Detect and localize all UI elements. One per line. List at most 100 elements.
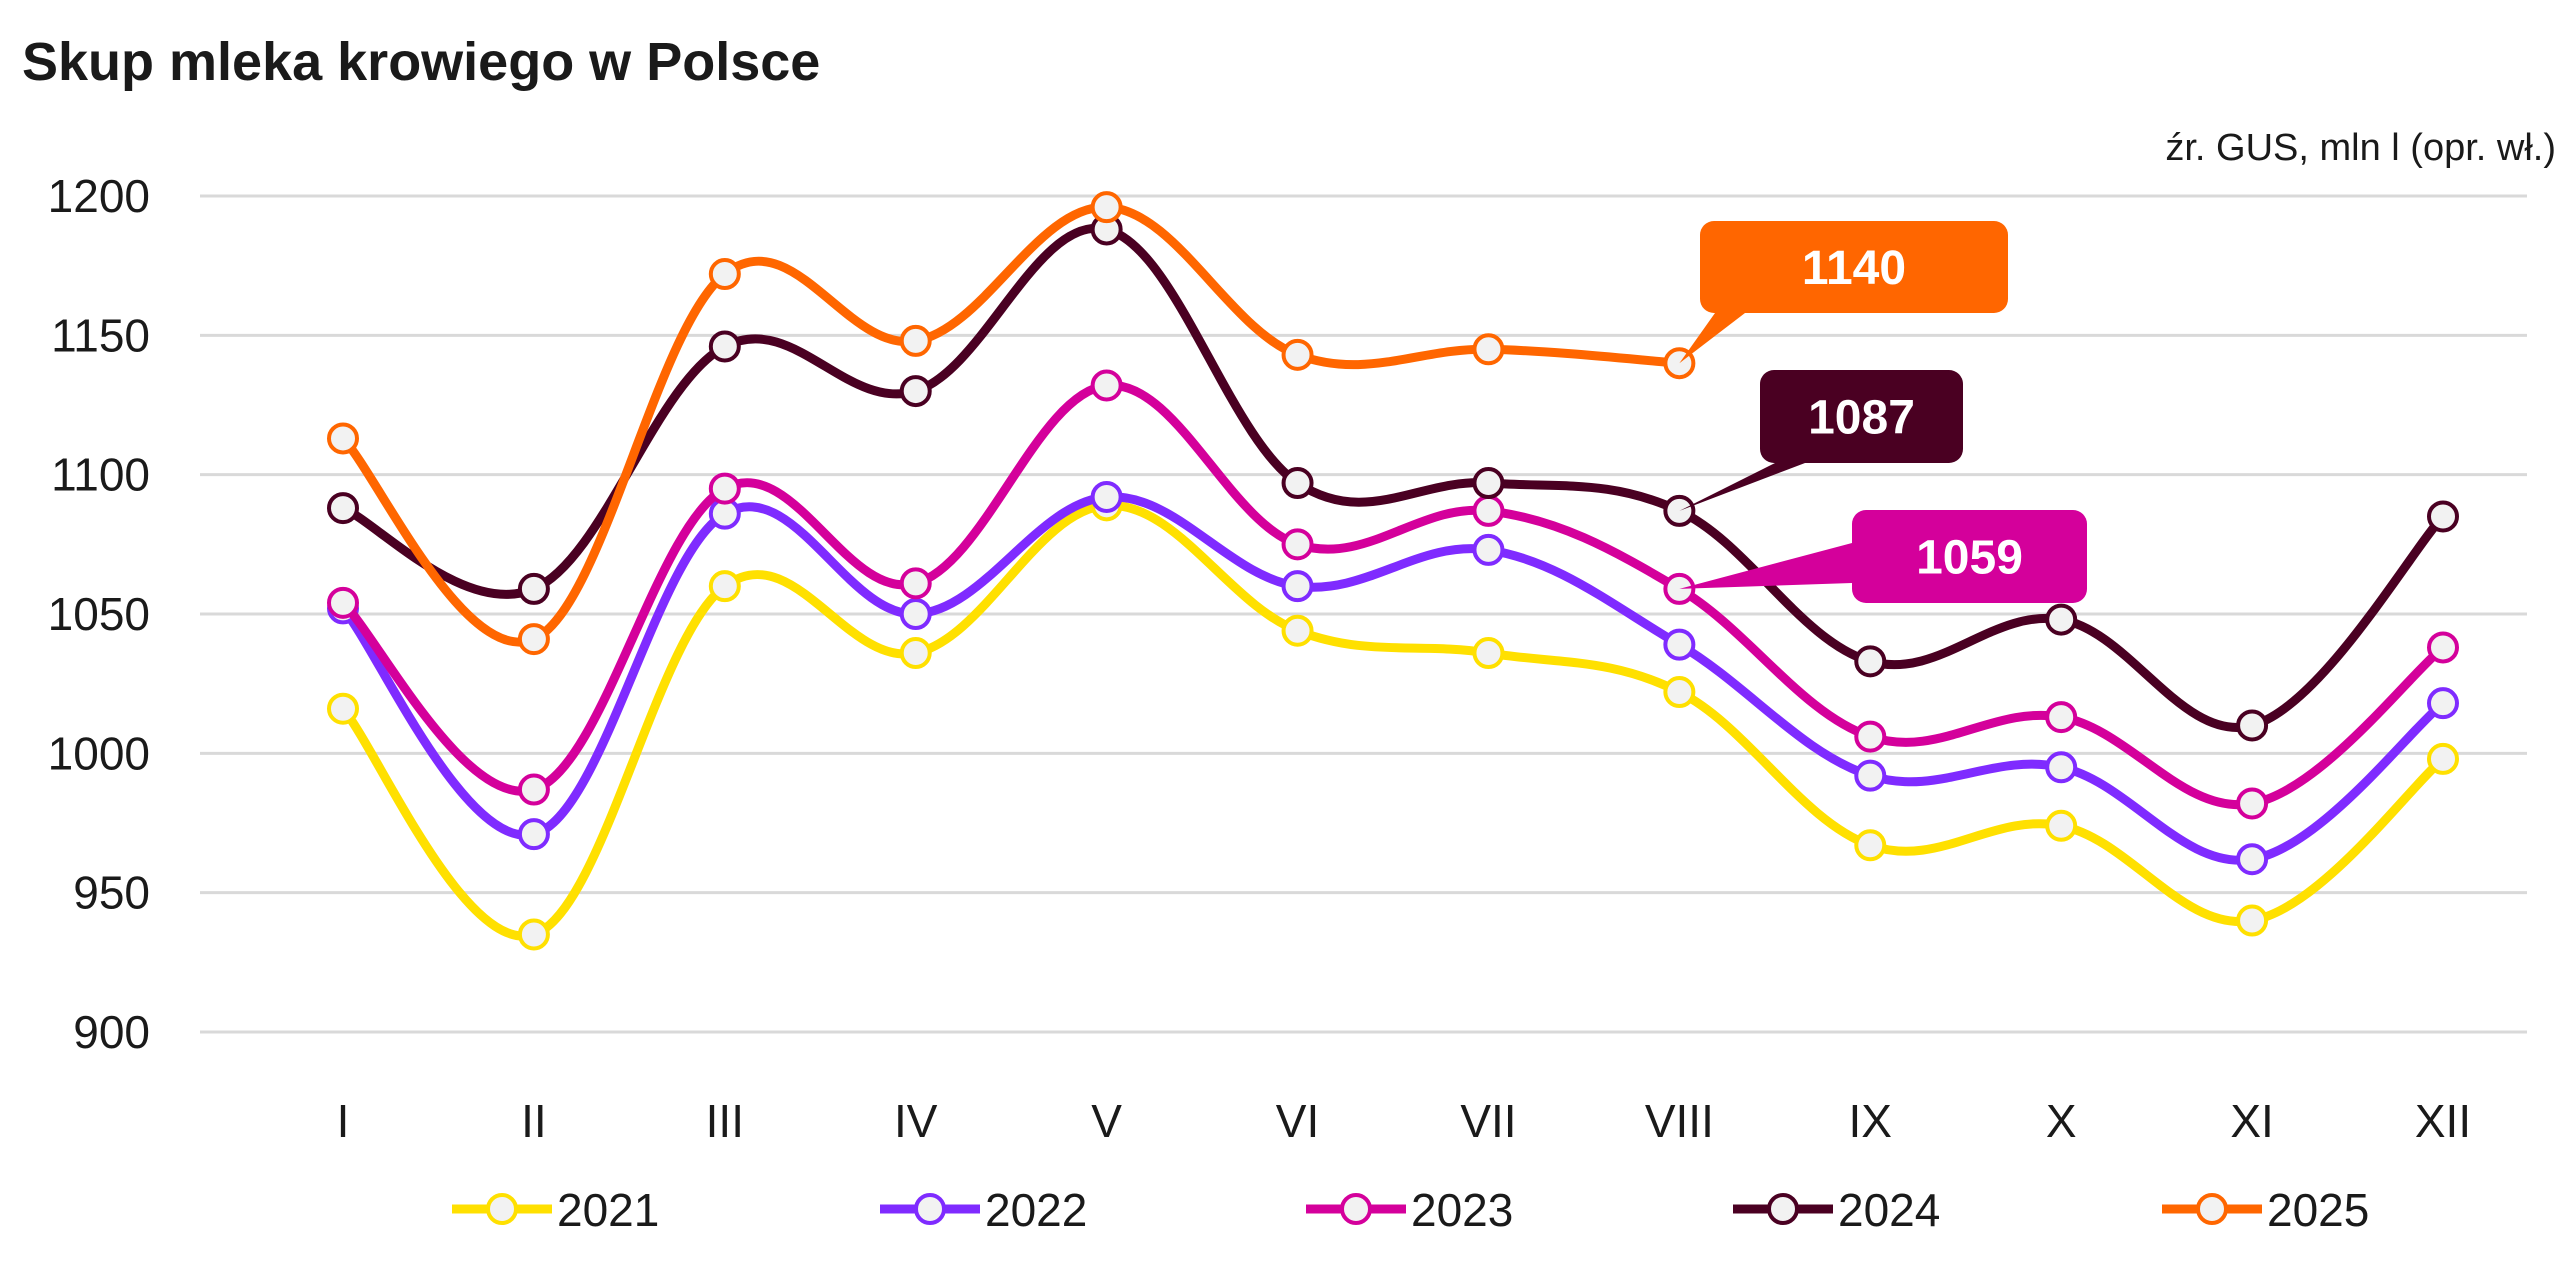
- y-tick-label: 900: [73, 1006, 150, 1058]
- data-point: [2045, 603, 2078, 636]
- chart-title: Skup mleka krowiego w Polsce: [22, 32, 820, 92]
- y-tick-label: 1150: [51, 309, 150, 361]
- data-point: [517, 572, 550, 605]
- y-tick-label: 950: [73, 867, 150, 919]
- callout-box: [1852, 510, 2087, 603]
- x-tick-label: VI: [1276, 1095, 1319, 1147]
- legend-item-2021: 2021: [452, 1184, 659, 1236]
- data-point: [1472, 333, 1505, 366]
- data-point: [1472, 467, 1505, 500]
- x-tick-label: X: [2046, 1095, 2077, 1147]
- x-tick-label: IV: [894, 1095, 938, 1147]
- legend-label: 2021: [557, 1184, 659, 1236]
- data-point: [327, 692, 359, 725]
- data-point: [2236, 843, 2269, 876]
- legend-item-2024: 2024: [1733, 1184, 1940, 1236]
- data-point: [2427, 631, 2459, 664]
- series-2022: [327, 480, 2459, 876]
- legend-marker: [486, 1193, 518, 1225]
- data-point: [899, 375, 932, 408]
- series-2025: [327, 191, 1696, 656]
- data-point: [517, 818, 550, 851]
- data-point: [1854, 720, 1887, 753]
- source-note: źr. GUS, mln l (opr. wł.): [2165, 127, 2556, 169]
- legend-item-2022: 2022: [880, 1184, 1087, 1236]
- data-point: [1281, 614, 1314, 647]
- legend-marker: [914, 1193, 946, 1225]
- callout-box: [1760, 370, 1963, 463]
- y-tick-label: 1100: [51, 449, 150, 501]
- legend-marker: [1767, 1193, 1799, 1225]
- data-point: [1090, 369, 1123, 402]
- data-point: [1663, 628, 1696, 661]
- series-2023: [327, 369, 2459, 820]
- data-point: [708, 258, 741, 291]
- callout-label: 1059: [1916, 532, 2023, 585]
- data-point: [517, 918, 550, 951]
- data-point: [1281, 467, 1314, 500]
- data-point: [1854, 645, 1887, 678]
- data-point: [2045, 751, 2078, 784]
- callout-label: 1140: [1802, 242, 1906, 295]
- data-point: [327, 422, 359, 455]
- data-point: [2427, 500, 2459, 533]
- data-point: [899, 637, 932, 670]
- x-tick-label: I: [337, 1095, 350, 1147]
- x-tick-label: III: [706, 1095, 744, 1147]
- callout-pointer: [1679, 543, 1852, 589]
- legend-item-2025: 2025: [2162, 1184, 2369, 1236]
- legend-marker: [2196, 1193, 2228, 1225]
- legend-item-2023: 2023: [1306, 1184, 1513, 1236]
- callout-2023: 1059: [1679, 510, 2087, 603]
- data-point: [708, 570, 741, 603]
- x-tick-label: VII: [1460, 1095, 1516, 1147]
- data-point: [327, 586, 359, 619]
- data-point: [1281, 570, 1314, 603]
- y-tick-label: 1000: [48, 727, 150, 779]
- x-tick-label: IX: [1849, 1095, 1892, 1147]
- callout-2024: 1087: [1679, 370, 1963, 511]
- data-point: [2236, 904, 2269, 937]
- data-point: [1281, 338, 1314, 371]
- data-point: [1854, 759, 1887, 792]
- data-point: [517, 773, 550, 806]
- data-point: [1663, 494, 1696, 527]
- x-tick-label: V: [1091, 1095, 1122, 1147]
- legend-label: 2023: [1411, 1184, 1513, 1236]
- data-point: [1090, 191, 1123, 224]
- legend-label: 2022: [985, 1184, 1087, 1236]
- callout-pointer: [1679, 463, 1805, 511]
- series-line-2024: [341, 223, 2447, 732]
- callout-box: [1700, 221, 2008, 313]
- callout-pointer: [1679, 313, 1745, 364]
- series-2021: [327, 489, 2459, 951]
- x-tick-label: XI: [2230, 1095, 2273, 1147]
- data-point: [1472, 494, 1505, 527]
- data-point: [899, 598, 932, 630]
- data-point: [708, 472, 741, 505]
- data-point: [708, 330, 741, 363]
- data-point: [2427, 687, 2459, 720]
- series-line-2023: [339, 380, 2446, 810]
- data-point: [517, 623, 550, 656]
- data-point: [2236, 709, 2269, 742]
- data-point: [1663, 676, 1696, 709]
- data-point: [1472, 637, 1505, 670]
- data-point: [2236, 787, 2269, 820]
- y-tick-label: 1200: [48, 170, 150, 222]
- legend-label: 2025: [2267, 1184, 2369, 1236]
- legend-marker: [1340, 1193, 1372, 1225]
- data-point: [2045, 701, 2078, 734]
- data-point: [1472, 533, 1505, 566]
- legend-label: 2024: [1838, 1184, 1940, 1236]
- x-tick-label: XII: [2415, 1095, 2471, 1147]
- x-tick-label: II: [521, 1095, 547, 1147]
- data-point: [2427, 742, 2459, 775]
- data-point: [327, 492, 359, 525]
- data-point: [1854, 829, 1887, 862]
- x-tick-label: VIII: [1645, 1095, 1714, 1147]
- series-line-2022: [339, 492, 2446, 865]
- data-point: [1281, 528, 1314, 561]
- data-point: [1090, 480, 1123, 513]
